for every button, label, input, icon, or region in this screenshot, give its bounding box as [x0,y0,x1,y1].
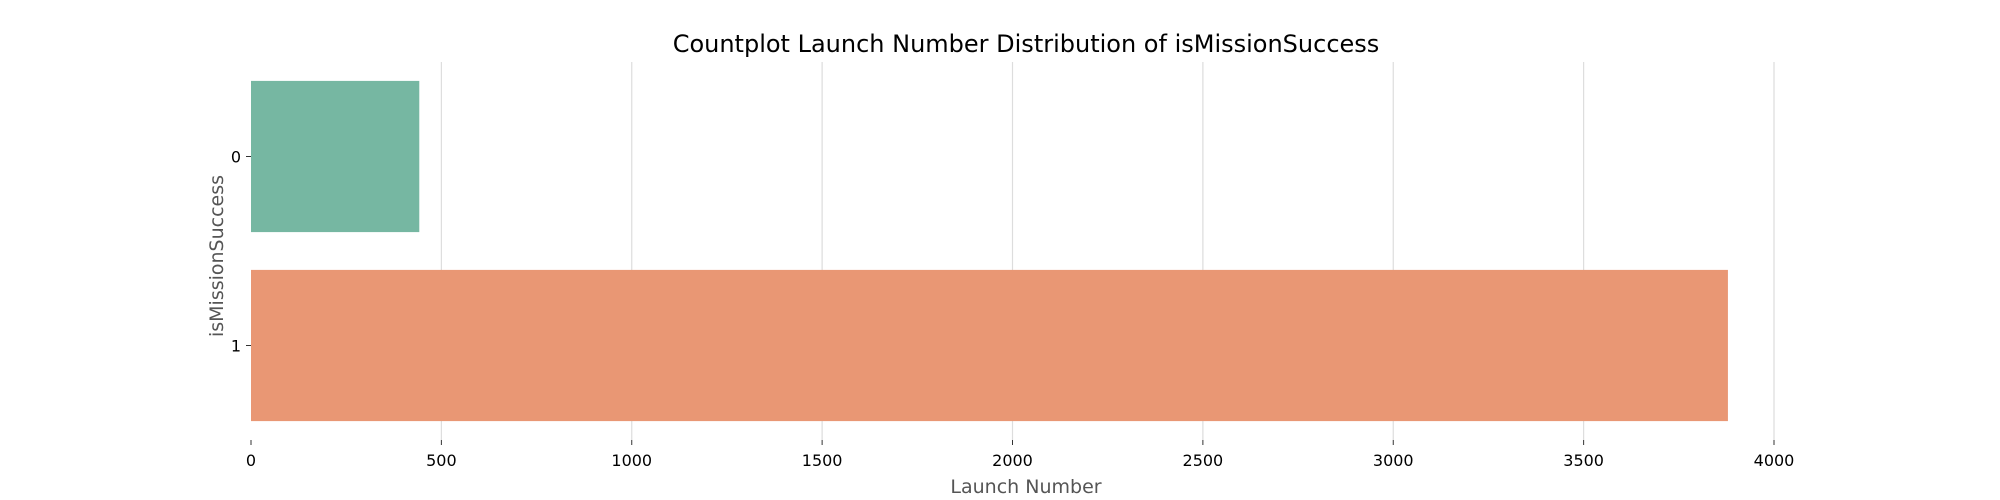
x-tick-layer: 0 500 1000 1500 2000 2500 3000 3500 4000 [246,440,1794,470]
y-tick-label: 1 [231,337,241,356]
x-tick-label: 3000 [1373,451,1414,470]
x-tick-label: 2000 [992,451,1033,470]
y-axis-label: isMissionSuccess [206,175,228,337]
x-tick-label: 3500 [1563,451,1604,470]
x-axis-label: Launch Number [950,476,1101,498]
x-tick-label: 4000 [1754,451,1795,470]
grid-layer [440,62,1775,440]
bar-1 [251,269,1728,422]
x-tick-label: 1000 [611,451,652,470]
x-tick-label: 0 [246,451,256,470]
x-tick-label: 1500 [802,451,843,470]
x-tick-label: 500 [426,451,457,470]
chart-title: Countplot Launch Number Distribution of … [673,30,1380,58]
bar-0 [251,80,420,233]
y-tick-label: 0 [231,148,241,167]
bar-layer [251,80,1728,422]
x-tick-label: 2500 [1183,451,1224,470]
y-tick-layer: 01 [231,148,251,356]
